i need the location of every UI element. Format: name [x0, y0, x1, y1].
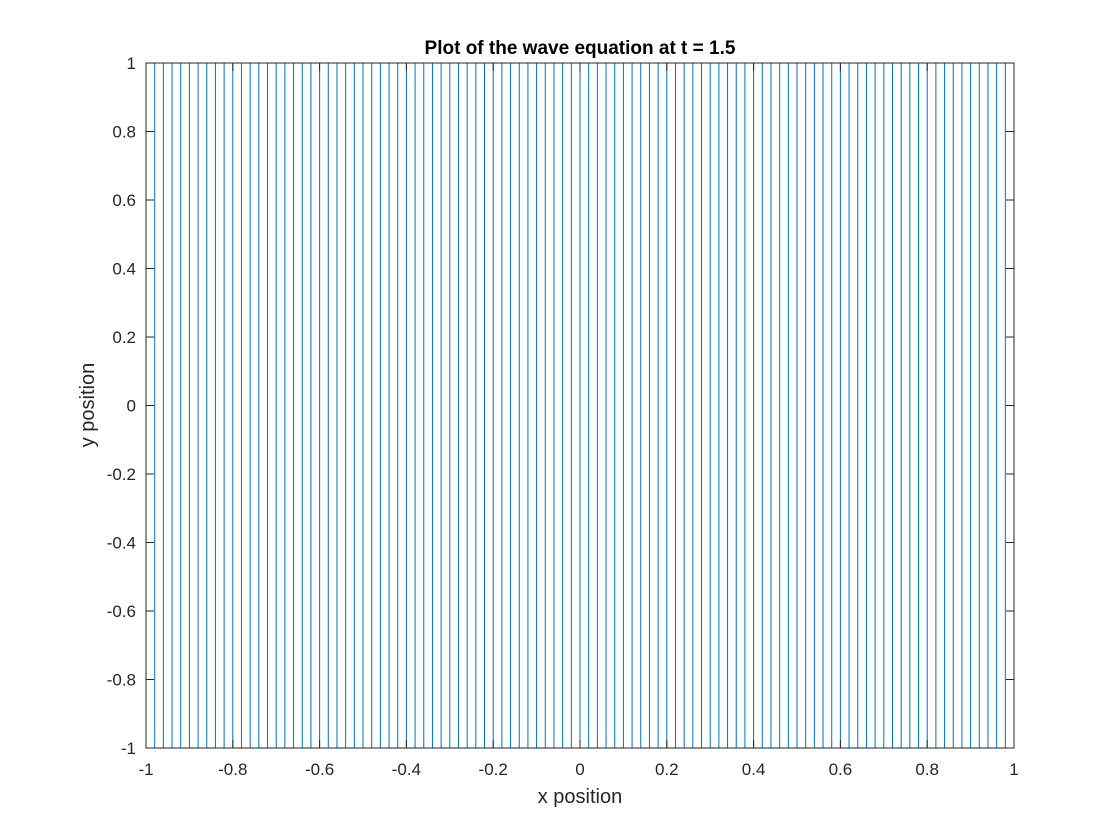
y-tick-label: 0 — [127, 397, 136, 416]
y-tick-label: -1 — [121, 739, 136, 758]
y-tick-label: -0.4 — [107, 534, 136, 553]
y-tick-labels: -1 -0.8 -0.6 -0.4 -0.2 0 0.2 0.4 0.6 0.8 1 — [107, 54, 136, 758]
y-tick-label: 1 — [127, 54, 136, 73]
x-tick-label: 0 — [575, 760, 584, 779]
x-tick-labels: -1 -0.8 -0.6 -0.4 -0.2 0 0.2 0.4 0.6 0.8 1 — [138, 760, 1018, 779]
y-tick-label: 0.8 — [112, 123, 136, 142]
axis-ticks — [145, 62, 1015, 749]
y-tick-label: 0.2 — [112, 328, 136, 347]
y-tick-label: 0.6 — [112, 191, 136, 210]
x-tick-label: -0.2 — [479, 760, 508, 779]
y-tick-label: -0.2 — [107, 465, 136, 484]
y-tick-label: -0.8 — [107, 671, 136, 690]
x-axis-label: x position — [538, 786, 623, 808]
x-tick-label: -0.6 — [305, 760, 334, 779]
x-tick-label: 0.2 — [655, 760, 679, 779]
x-tick-label: 0.8 — [915, 760, 939, 779]
x-tick-label: 1 — [1009, 760, 1018, 779]
data-lines — [145, 63, 1015, 748]
x-tick-label: -0.8 — [218, 760, 247, 779]
x-tick-label: 0.6 — [829, 760, 853, 779]
x-tick-label: 0.4 — [742, 760, 766, 779]
y-axis-label: y position — [77, 363, 99, 448]
y-tick-label: 0.4 — [112, 260, 136, 279]
chart-title: Plot of the wave equation at t = 1.5 — [425, 38, 736, 59]
x-tick-label: -0.4 — [392, 760, 421, 779]
x-tick-label: -1 — [138, 760, 153, 779]
y-tick-label: -0.6 — [107, 602, 136, 621]
axes-box — [145, 62, 1015, 749]
